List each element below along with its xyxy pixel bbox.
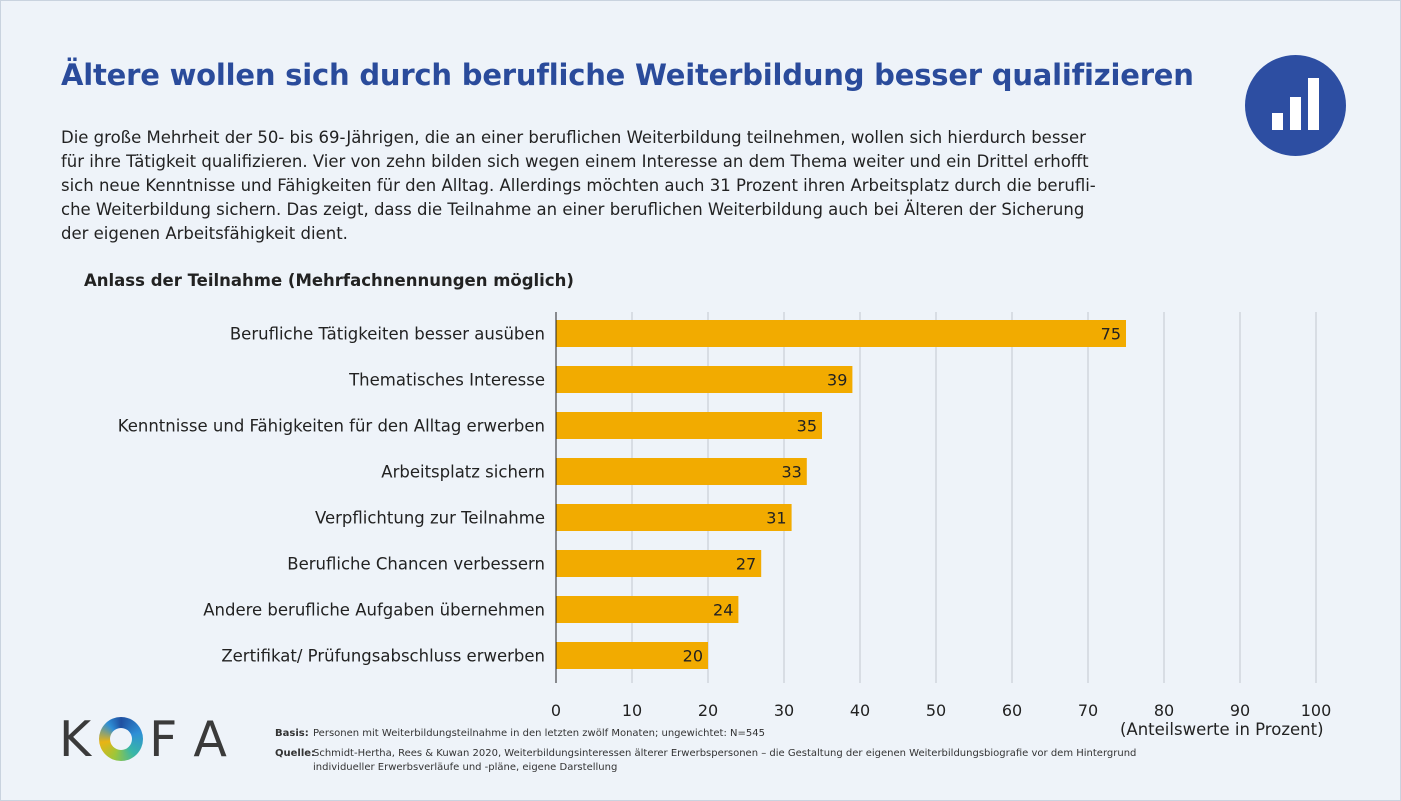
x-tick-label: 70: [1078, 701, 1098, 720]
category-label: Berufliche Tätigkeiten besser ausüben: [230, 325, 545, 344]
intro-line: Die große Mehrheit der 50- bis 69-Jährig…: [61, 128, 1086, 147]
intro-line: für ihre Tätigkeit qualifizieren. Vier v…: [61, 152, 1089, 171]
intro-line: der eigenen Arbeitsfähigkeit dient.: [61, 224, 348, 243]
logo-ring-icon: [99, 717, 144, 761]
x-tick-label: 90: [1230, 701, 1250, 720]
basis-label: Basis:: [275, 728, 309, 739]
category-label: Verpflichtung zur Teilnahme: [315, 509, 545, 528]
data-label: 31: [766, 509, 786, 528]
bar: [556, 366, 853, 393]
x-tick-label: 0: [551, 701, 561, 720]
quelle-label: Quelle:: [275, 748, 316, 759]
logo-letter: K: [59, 710, 94, 768]
badge-bar-2: [1290, 97, 1301, 130]
x-tick-label: 100: [1301, 701, 1332, 720]
x-tick-label: 60: [1002, 701, 1022, 720]
intro-text: Die große Mehrheit der 50- bis 69-Jährig…: [61, 126, 1151, 246]
intro-line: sich neue Kenntnisse und Fähigkeiten für…: [61, 176, 1096, 195]
bar: [556, 458, 807, 485]
logo-letter: F: [149, 710, 180, 768]
bar: [556, 412, 822, 439]
bar: [556, 596, 739, 623]
x-tick-label: 10: [622, 701, 642, 720]
x-tick-label: 50: [926, 701, 946, 720]
category-label: Kenntnisse und Fähigkeiten für den Allta…: [118, 417, 545, 436]
data-label: 75: [1101, 325, 1121, 344]
x-tick-label: 20: [698, 701, 718, 720]
category-label: Thematisches Interesse: [348, 371, 545, 390]
logo-letter: A: [193, 710, 229, 768]
x-tick-label: 30: [774, 701, 794, 720]
category-label: Arbeitsplatz sichern: [381, 463, 545, 482]
x-axis-label: (Anteilswerte in Prozent): [1120, 720, 1324, 739]
quelle-text: Schmidt-Hertha, Rees & Kuwan 2020, Weite…: [313, 748, 1137, 773]
chart-title: Anlass der Teilnahme (Mehrfachnennungen …: [84, 271, 574, 290]
data-label: 33: [781, 463, 801, 482]
data-label: 20: [683, 647, 703, 666]
x-tick-label: 80: [1154, 701, 1174, 720]
badge-bar-1: [1272, 113, 1283, 130]
category-label: Andere berufliche Aufgaben übernehmen: [203, 601, 545, 620]
bar-chart-icon: [1245, 55, 1346, 156]
source-notes: Basis: Personen mit Weiterbildungsteilna…: [275, 727, 1195, 775]
basis-note: Basis: Personen mit Weiterbildungsteilna…: [275, 727, 1195, 741]
bar: [556, 642, 708, 669]
page-title: Ältere wollen sich durch berufliche Weit…: [61, 58, 1194, 92]
data-label: 35: [797, 417, 817, 436]
x-tick-label: 40: [850, 701, 870, 720]
badge-bar-3: [1308, 78, 1319, 130]
kofa-logo: K F A: [59, 710, 229, 768]
data-label: 27: [736, 555, 756, 574]
intro-line: che Weiterbildung sichern. Das zeigt, da…: [61, 200, 1085, 219]
bar: [556, 550, 762, 577]
category-label: Berufliche Chancen verbessern: [287, 555, 545, 574]
data-label: 39: [827, 371, 847, 390]
category-label: Zertifikat/ Prüfungsabschluss erwerben: [221, 647, 545, 666]
basis-text: Personen mit Weiterbildungsteilnahme in …: [313, 728, 765, 739]
data-label: 24: [713, 601, 733, 620]
bar: [556, 320, 1126, 347]
bar: [556, 504, 792, 531]
quelle-note: Quelle: Schmidt-Hertha, Rees & Kuwan 202…: [275, 747, 1195, 775]
